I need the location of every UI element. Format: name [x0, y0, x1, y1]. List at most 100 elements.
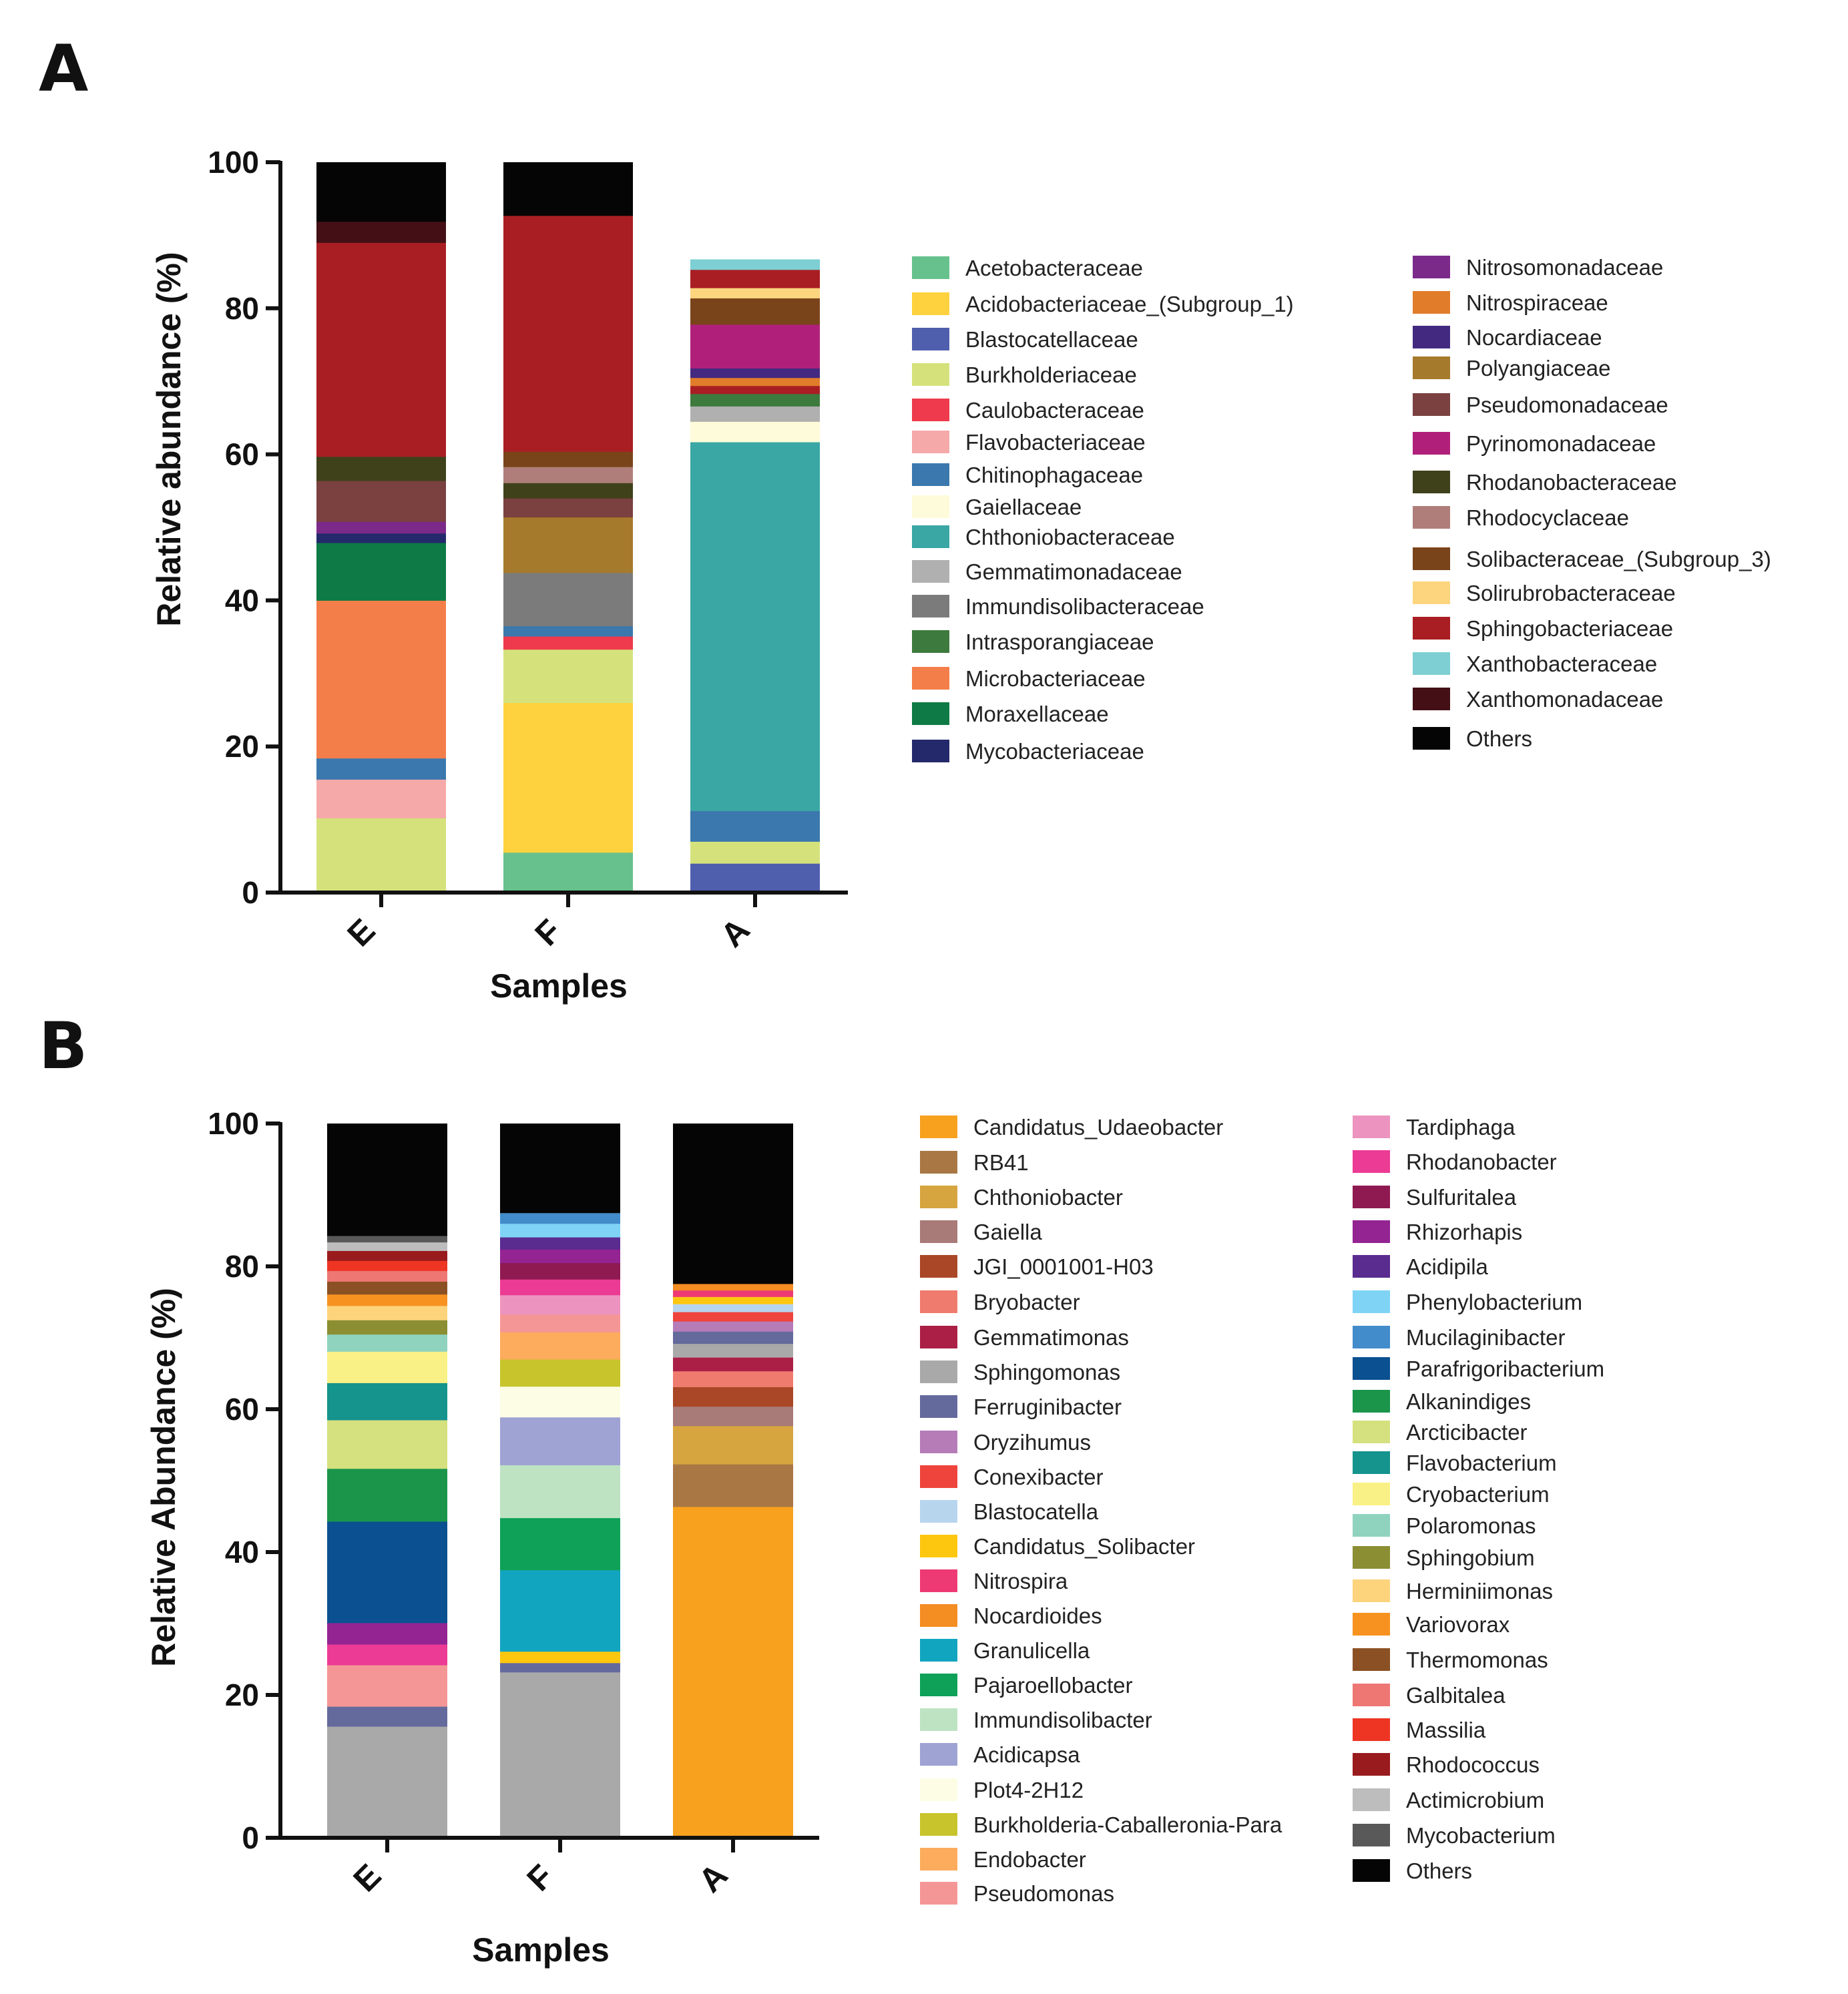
chart-a-legend-swatch — [912, 256, 949, 279]
chart-b-legend-item-tardiphaga: Tardiphaga — [1353, 1115, 1516, 1140]
chart-a-legend-item-microbacteriaceae: Microbacteriaceae — [912, 666, 1146, 691]
chart-a-bar-a-minor-7 — [690, 298, 820, 325]
chart-b-legend-item-sphingomonas: Sphingomonas — [920, 1360, 1120, 1385]
chart-a-legend-swatch — [1413, 581, 1450, 604]
chart-b-legend-swatch — [920, 1500, 957, 1523]
chart-a-bar-f-others — [503, 162, 633, 216]
chart-a-legend-label: Pseudomonadaceae — [1466, 393, 1668, 417]
chart-b-legend-label: Flavobacterium — [1406, 1451, 1557, 1475]
chart-b-legend-label: Endobacter — [973, 1847, 1086, 1872]
chart-b-legend-label: Rhizorhapis — [1406, 1220, 1522, 1244]
chart-a-bar-a-chitinophagaceae — [690, 810, 820, 842]
chart-b-legend-label: Plot4-2H12 — [973, 1778, 1084, 1802]
chart-b-legend-item-herminiimonas: Herminiimonas — [1353, 1579, 1553, 1603]
chart-a-legend-item-moraxellaceae: Moraxellaceae — [912, 702, 1109, 726]
chart-a-legend-label: Nitrosomonadaceae — [1466, 255, 1663, 280]
chart-a-legend-item-nitrosomonadaceae: Nitrosomonadaceae — [1413, 255, 1663, 280]
chart-a-bar-a-minor-0 — [690, 421, 820, 443]
chart-b-bar-e-massilia — [327, 1260, 447, 1271]
chart-a-y-tick-label: 20 — [225, 729, 259, 764]
chart-a-legend-label: Solirubrobacteraceae — [1466, 581, 1676, 605]
chart-a-legend-label: Flavobacteriaceae — [965, 430, 1146, 455]
chart-b-legend-label: Nitrospira — [973, 1569, 1068, 1593]
chart-b-legend-item-phenylobacterium: Phenylobacterium — [1353, 1290, 1582, 1314]
chart-a-legend-item-acidobacteriaceae-subgroup-1: Acidobacteriaceae_(Subgroup_1) — [912, 292, 1294, 316]
chart-a-legend-swatch — [1413, 547, 1450, 570]
chart-a-y-axis-title: Relative abundance (%) — [150, 252, 188, 626]
chart-a-legend-label: Xanthomonadaceae — [1466, 687, 1663, 712]
chart-a-legend-swatch — [912, 740, 949, 762]
chart-b-legend-swatch — [1353, 1357, 1390, 1380]
chart-a-legend-label: Nocardiaceae — [1466, 325, 1602, 350]
chart-b-legend-item-variovorax: Variovorax — [1353, 1612, 1510, 1637]
chart-b-legend-label: Bryobacter — [973, 1290, 1080, 1314]
chart-b-legend-item-bryobacter: Bryobacter — [920, 1290, 1080, 1314]
chart-a-bar-e-pseudomonadaceae — [316, 480, 446, 522]
chart-b-legend-label: Others — [1406, 1858, 1472, 1883]
chart-a-bar-f-polyangiaceae — [503, 517, 633, 573]
chart-b-legend-item-mycobacterium: Mycobacterium — [1353, 1823, 1556, 1848]
chart-b-legend: Candidatus_Udaeobacter RB41 Chthoniobacter… — [920, 1115, 1604, 1906]
chart-b-legend-swatch — [920, 1220, 957, 1243]
chart-a-legend-item-nocardiaceae: Nocardiaceae — [1413, 325, 1602, 350]
chart-a-legend-item-mycobacteriaceae: Mycobacteriaceae — [912, 739, 1144, 764]
chart-a-legend-item-solibacteraceae-subgroup-3: Solibacteraceae_(Subgroup_3) — [1413, 547, 1771, 571]
chart-b-legend-swatch — [1353, 1150, 1390, 1173]
panel-a-label: A — [39, 31, 88, 106]
chart-b-bar-e-mycobacterium — [327, 1235, 447, 1243]
chart-a-legend-label: Gemmatimonadaceae — [965, 559, 1182, 584]
chart-a-legend-label: Solibacteraceae_(Subgroup_3) — [1466, 547, 1771, 571]
chart-b-legend-label: Granulicella — [973, 1638, 1090, 1663]
chart-a-legend-swatch — [1413, 506, 1450, 529]
chart-a-legend-swatch — [1413, 688, 1450, 710]
chart-b-legend-swatch — [920, 1604, 957, 1627]
chart-a-bar-e-rhodanobacteraceae — [316, 456, 446, 481]
chart-b-bar-f-endobacter — [500, 1332, 620, 1360]
chart-a-bar-f-rhodanobacteraceae — [503, 483, 633, 499]
chart-b-legend-label: Parafrigoribacterium — [1406, 1356, 1604, 1381]
chart-b-legend-label: Sulfuritalea — [1406, 1185, 1517, 1210]
chart-b-legend-label: Arcticibacter — [1406, 1420, 1528, 1445]
chart-b-stack-f — [500, 1124, 620, 1838]
chart-b-y-tick-label: 80 — [225, 1249, 259, 1284]
chart-a-bar-e-flavobacteriaceae — [316, 779, 446, 818]
chart-b-bar-a-rb41 — [673, 1464, 793, 1507]
chart-a-legend-item-nitrospiraceae: Nitrospiraceae — [1413, 290, 1608, 315]
chart-b-legend-item-plot4-2h12: Plot4-2H12 — [920, 1778, 1084, 1802]
chart-b-legend-item-conexibacter: Conexibacter — [920, 1465, 1103, 1489]
chart-a-legend-label: Moraxellaceae — [965, 702, 1109, 726]
chart-b-legend-swatch — [1353, 1390, 1390, 1413]
chart-a-bar-f-caulobacteraceae — [503, 636, 633, 650]
chart-b-legend-swatch — [920, 1813, 957, 1836]
chart-a-y-tick-label: 40 — [225, 583, 259, 617]
chart-b-x-axis-title: Samples — [472, 1931, 610, 1969]
chart-b-legend-item-acidicapsa: Acidicapsa — [920, 1742, 1080, 1767]
chart-b-y-tick-label: 60 — [225, 1392, 259, 1427]
chart-b-bar-a-conexibacter — [673, 1312, 793, 1322]
chart-a-legend-item-flavobacteriaceae: Flavobacteriaceae — [912, 430, 1146, 455]
chart-a-legend-swatch — [912, 399, 949, 421]
chart-a-bar-e-nitrosomonadaceae — [316, 521, 446, 534]
chart-b-legend-item-immundisolibacter: Immundisolibacter — [920, 1708, 1152, 1732]
chart-b-legend-label: Immundisolibacter — [973, 1708, 1152, 1732]
chart-a-legend-swatch — [1413, 356, 1450, 379]
chart-a-legend-label: Burkholderiaceae — [965, 362, 1137, 387]
chart-b-legend-label: Herminiimonas — [1406, 1579, 1553, 1603]
chart-a-legend-label: Intrasporangiaceae — [965, 630, 1154, 654]
chart-a-legend-swatch — [1413, 727, 1450, 750]
chart-a-legend-swatch — [1413, 291, 1450, 314]
chart-b-legend-label: Burkholderia-Caballeronia-Para — [973, 1812, 1283, 1837]
chart-b-legend-swatch — [1353, 1718, 1390, 1741]
chart-b-bar-a-jgi-0001001-h03 — [673, 1387, 793, 1407]
chart-a-category-e: E — [340, 911, 382, 953]
chart-b-legend-label: Massilia — [1406, 1718, 1486, 1742]
chart-a-legend-label: Rhodocyclaceae — [1466, 505, 1629, 530]
chart-b-legend-label: Alkanindiges — [1406, 1389, 1531, 1414]
chart-a-y-tick-label: 100 — [208, 145, 259, 180]
chart-b-legend-label: Actimicrobium — [1406, 1788, 1544, 1812]
chart-b-legend-item-acidipila: Acidipila — [1353, 1254, 1489, 1279]
chart-a-legend-swatch — [912, 667, 949, 690]
chart-b-legend-swatch — [1353, 1579, 1390, 1602]
chart-a-bar-a-minor-2 — [690, 393, 820, 407]
chart-a-y-tick-label: 60 — [225, 437, 259, 472]
